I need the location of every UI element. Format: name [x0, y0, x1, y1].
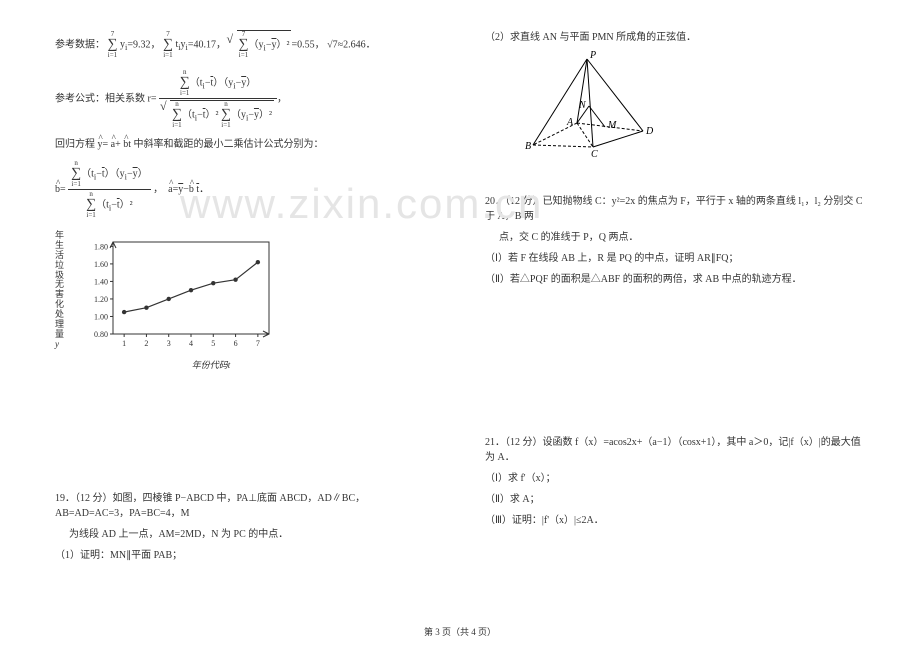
svg-text:1: 1 [122, 339, 126, 348]
b-fraction: n∑i=1（ti−t）（yi−y） n∑i=1（ti−t）² [68, 160, 150, 219]
svg-text:年份代码t: 年份代码t [192, 360, 231, 370]
p20-q1: （Ⅰ）若 F 在线段 AB 上，R 是 PQ 的中点，证明 AR∥FQ； [485, 251, 865, 266]
pyramid-figure: P A B C D M N [525, 51, 865, 164]
svg-text:M: M [607, 120, 617, 131]
chart-ylabel: 年生活垃圾无害化处理量 y [55, 231, 67, 350]
reference-formula-line: 参考公式：相关系数 r= n∑i=1（ti−t）（yi−y） n∑i=1（ti−… [55, 69, 435, 129]
reference-data-line: 参考数据： 7∑i=1 yi=9.32， 7∑i=1 tiyi=40.17， 7… [55, 30, 435, 59]
svg-text:5: 5 [211, 339, 215, 348]
sigma-1: 7∑i=1 [108, 31, 118, 59]
ylabel-text: 年生活垃圾无害化处理量 [55, 230, 64, 339]
p19-line2: 为线段 AD 上一点，AM=2MD，N 为 PC 的中点． [55, 527, 435, 542]
p19-line1: 19．（12 分）如图，四棱锥 P−ABCD 中，PA⊥底面 ABCD，AD∥B… [55, 491, 435, 521]
p20-line2: 点，交 C 的准线于 P，Q 两点． [485, 230, 865, 245]
p19-q2: （2）求直线 AN 与平面 PMN 所成角的正弦值． [485, 30, 865, 45]
regression-line: 回归方程 y= a+ bt 中斜率和截距的最小二乘估计公式分别为： [55, 137, 435, 152]
ref-data-label: 参考数据： [55, 39, 105, 50]
svg-text:7: 7 [256, 339, 260, 348]
sigma1-val: =9.32， [127, 39, 160, 50]
page-footer: 第 3 页（共 4 页） [0, 625, 920, 638]
sqrt7: √7≈2.646． [327, 39, 375, 50]
svg-text:6: 6 [234, 339, 238, 348]
left-column: 参考数据： 7∑i=1 yi=9.32， 7∑i=1 tiyi=40.17， 7… [40, 30, 460, 610]
b-hat-label: b [55, 184, 60, 195]
svg-text:1.60: 1.60 [94, 260, 108, 269]
regress-text: 中斜率和截距的最小二乘估计公式分别为： [134, 139, 324, 150]
svg-text:C: C [591, 149, 598, 160]
chart-svg: 1.80 1.60 1.40 1.20 1.00 0.80 1 2 3 4 5 6 7 年份代码t [85, 236, 295, 381]
svg-text:P: P [589, 51, 596, 61]
svg-text:3: 3 [167, 339, 171, 348]
svg-text:2: 2 [144, 339, 148, 348]
problem-21: 21．（12 分）设函数 f（x）=acos2x+（a−1）（cosx+1），其… [485, 435, 865, 528]
chart-container: 年生活垃圾无害化处理量 y 1.80 1.60 1.40 1.20 1.00 0.80 1 2… [55, 231, 435, 391]
svg-text:D: D [645, 126, 654, 137]
sigma2-var: tiyi [175, 39, 187, 50]
svg-text:N: N [578, 100, 587, 111]
svg-text:1.40: 1.40 [94, 277, 108, 286]
sigma2-val: =40.17， [188, 39, 226, 50]
p19-q1: （1）证明：MN∥平面 PAB； [55, 548, 435, 563]
svg-text:4: 4 [189, 339, 193, 348]
svg-text:B: B [525, 141, 531, 152]
svg-text:A: A [566, 117, 574, 128]
p21-q3: （Ⅲ）证明：|f'（x）|≤2A． [485, 513, 865, 528]
a-hat-label: a [168, 184, 172, 195]
p21-q1: （Ⅰ）求 f'（x）； [485, 471, 865, 486]
regress-label: 回归方程 [55, 139, 95, 150]
problem-19: 19．（12 分）如图，四棱锥 P−ABCD 中，PA⊥底面 ABCD，AD∥B… [55, 491, 435, 563]
sqrt-val: =0.55， [291, 39, 324, 50]
sqrt-block: 7∑i=1 （yi−y）² [229, 30, 292, 59]
r-fraction: n∑i=1（ti−t）（yi−y） n∑i=1（ti−t）² n∑i=1（yi−… [159, 69, 277, 129]
svg-text:1.80: 1.80 [94, 242, 108, 251]
ref-formula-label: 参考公式：相关系数 r= [55, 93, 156, 104]
page-content: 参考数据： 7∑i=1 yi=9.32， 7∑i=1 tiyi=40.17， 7… [0, 0, 920, 610]
p20-q2: （Ⅱ）若△PQF 的面积是△ABF 的面积的两倍，求 AB 中点的轨迹方程． [485, 272, 865, 287]
p21-q2: （Ⅱ）求 A； [485, 492, 865, 507]
svg-text:1.00: 1.00 [94, 312, 108, 321]
svg-text:0.80: 0.80 [94, 330, 108, 339]
regress-eq: y= a+ bt [98, 139, 132, 150]
ylabel-unit: y [55, 339, 59, 349]
sigma-2: 7∑i=1 [163, 31, 173, 59]
svg-text:1.20: 1.20 [94, 295, 108, 304]
p21-line1: 21．（12 分）设函数 f（x）=acos2x+（a−1）（cosx+1），其… [485, 435, 865, 465]
right-column: （2）求直线 AN 与平面 PMN 所成角的正弦值． PABCDMN 20．（1… [460, 30, 880, 610]
watermark: www.zixin.com.cn [180, 180, 543, 228]
